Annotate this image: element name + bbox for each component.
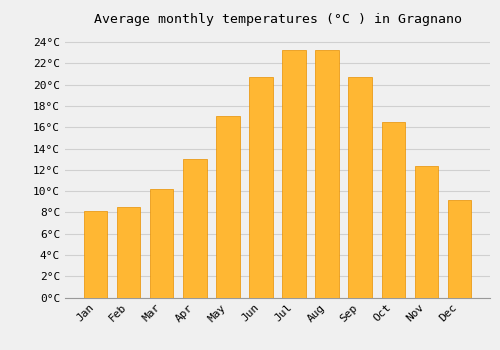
Bar [382, 122, 404, 298]
Bar [184, 159, 206, 298]
Bar [118, 207, 141, 298]
Bar [282, 50, 306, 298]
Bar [216, 116, 240, 298]
Bar [150, 189, 174, 298]
Bar [348, 77, 372, 298]
Title: Average monthly temperatures (°C ) in Gragnano: Average monthly temperatures (°C ) in Gr… [94, 13, 462, 26]
Bar [448, 199, 470, 298]
Bar [250, 77, 272, 298]
Bar [84, 211, 108, 298]
Bar [414, 166, 438, 298]
Bar [316, 50, 338, 298]
